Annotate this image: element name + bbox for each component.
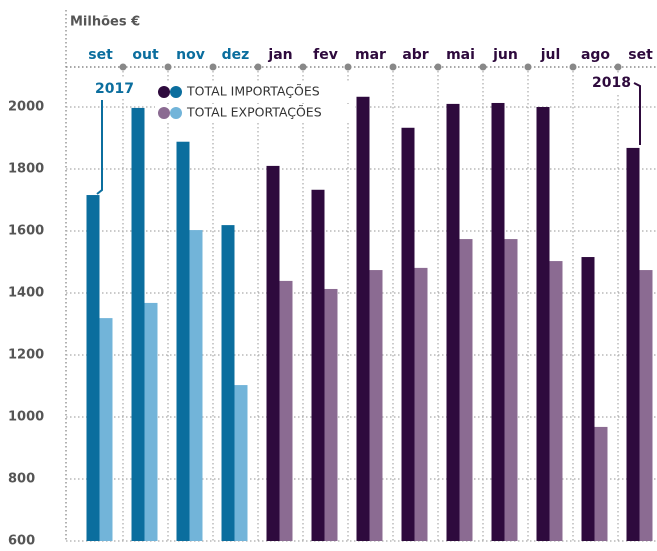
separator-dot: [209, 63, 217, 71]
separator-dot: [614, 63, 622, 71]
annotation-bg: [588, 73, 634, 93]
legend-bg: [155, 83, 355, 101]
bar: [221, 225, 235, 542]
bar: [234, 385, 248, 541]
separator-dot: [164, 63, 172, 71]
x-tick-label: set: [628, 47, 653, 63]
separator-dot: [389, 63, 397, 71]
separator-dot: [524, 63, 532, 71]
x-tick-label: fev: [313, 47, 338, 63]
separator-dot: [479, 63, 487, 71]
chart-title: Milhões €: [70, 15, 140, 30]
bar: [626, 147, 640, 542]
y-tick-label: 1000: [8, 410, 44, 425]
annotation-leader: [96, 100, 103, 195]
legend-swatch: [170, 107, 182, 119]
x-tick-label: dez: [222, 47, 250, 63]
x-tick-label: jan: [267, 47, 292, 63]
x-tick-label: abr: [402, 47, 428, 63]
legend-swatch: [158, 107, 170, 119]
bar: [176, 141, 190, 541]
y-tick-label: 1400: [8, 286, 44, 301]
annotation: 2017: [95, 81, 134, 97]
bar: [581, 257, 595, 541]
bar: [86, 195, 100, 542]
bar: [311, 189, 325, 541]
bar: [369, 270, 383, 541]
bar: [549, 261, 563, 541]
x-tick-label: nov: [176, 47, 205, 63]
bar: [401, 127, 415, 542]
y-tick-label: 2000: [8, 100, 44, 115]
bar: [131, 107, 145, 542]
bar: [639, 270, 653, 541]
separator-dot: [434, 63, 442, 71]
y-tick-label: 1800: [8, 162, 44, 177]
legend-label: TOTAL IMPORTAÇÕES: [186, 84, 320, 99]
legend-swatch: [170, 86, 182, 98]
bar: [594, 426, 608, 541]
bar: [356, 96, 370, 542]
separator-dot: [569, 63, 577, 71]
x-tick-label: mai: [446, 47, 475, 63]
annotation-bg: [92, 79, 138, 99]
x-tick-label: set: [88, 47, 113, 63]
bar: [324, 288, 338, 541]
x-tick-label: jun: [492, 47, 518, 63]
y-tick-label: 1200: [8, 348, 44, 363]
bar: [266, 165, 280, 541]
bar: [144, 302, 158, 541]
bar: [414, 267, 428, 541]
y-tick-label: 800: [8, 472, 35, 487]
y-tick-label: 600: [8, 534, 35, 548]
bar: [189, 230, 203, 541]
bar: [446, 103, 460, 542]
separator-dot: [299, 63, 307, 71]
legend-label: TOTAL EXPORTAÇÕES: [186, 105, 322, 120]
annotation: 2018: [592, 75, 631, 91]
legend-bg: [155, 104, 355, 122]
separator-dot: [254, 63, 262, 71]
y-tick-label: 1600: [8, 224, 44, 239]
bar: [279, 280, 293, 541]
bar: [459, 239, 473, 541]
x-tick-label: mar: [355, 47, 386, 63]
bar: [504, 239, 518, 541]
x-tick-label: jul: [540, 47, 561, 63]
legend-swatch: [158, 86, 170, 98]
bar: [536, 107, 550, 541]
separator-dot: [344, 63, 352, 71]
bar: [99, 318, 113, 541]
x-tick-label: out: [132, 47, 159, 63]
bar: [491, 102, 505, 541]
separator-dot: [119, 63, 127, 71]
x-tick-label: ago: [581, 47, 610, 63]
annotation-leader: [633, 82, 641, 145]
